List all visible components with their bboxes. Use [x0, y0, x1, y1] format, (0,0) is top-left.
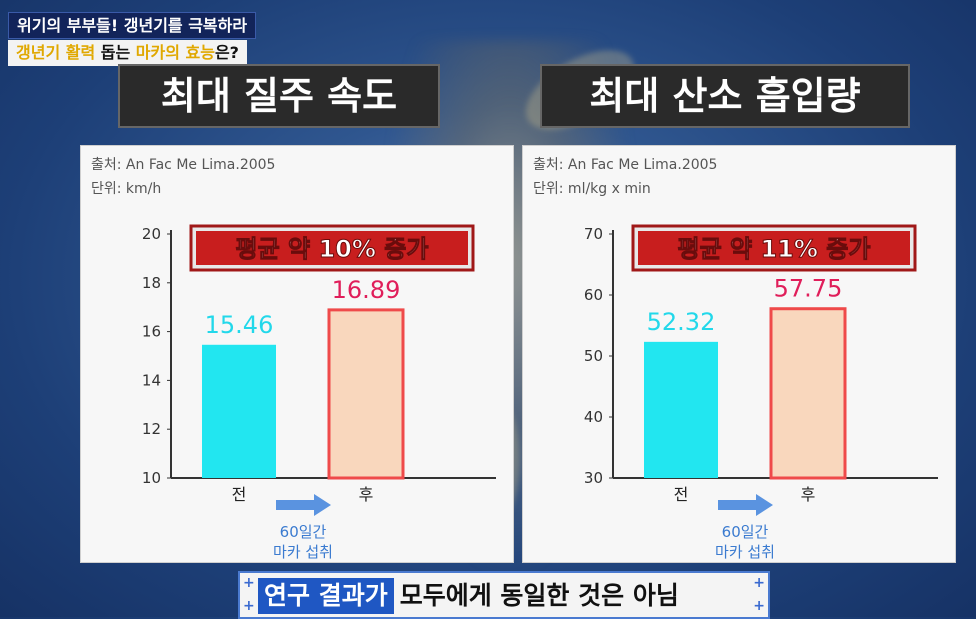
arrow-right-icon: [756, 494, 773, 516]
plus-decoration: +: [243, 598, 255, 614]
y-tick-label: 16: [142, 323, 161, 341]
chart-panel-left: 출처: An Fac Me Lima.2005 단위: km/h 10 12 14 1…: [80, 145, 514, 563]
y-tick-label: 30: [584, 469, 603, 487]
caption-text: 모두에게 동일한 것은 아님: [399, 581, 679, 610]
bar-after: [769, 307, 847, 480]
y-tick-label: 50: [584, 347, 603, 365]
chart-source: 출처: An Fac Me Lima.2005: [91, 157, 276, 173]
bar-value-label: 57.75: [774, 275, 843, 303]
arrow-label-line1: 60일간: [722, 523, 769, 541]
subtitle-highlight-2: 마카의 효능: [135, 43, 215, 62]
chart-svg-left: 10 12 14 16 18 20 15.46 전 16.89 후 평균 약 10% 증가 60일간마…: [142, 224, 496, 561]
arrow-label-line2: 마카 섭취: [715, 543, 775, 561]
y-tick-label: 40: [584, 408, 603, 426]
arrow-shaft: [718, 500, 756, 510]
show-subtitle: 갱년기 활력 돕는 마카의 효능은?: [8, 40, 247, 66]
bar-before: [202, 344, 276, 478]
y-tick-label: 70: [584, 225, 603, 243]
plus-decoration: +: [243, 575, 255, 591]
subtitle-highlight-1: 갱년기 활력: [16, 43, 96, 62]
bar-before: [644, 341, 718, 478]
y-tick-label: 60: [584, 286, 603, 304]
arrow-shaft: [276, 500, 314, 510]
chart-unit: 단위: ml/kg x min: [533, 181, 651, 197]
increase-badge-fill: [638, 231, 910, 265]
y-tick-label: 20: [142, 225, 161, 243]
arrow-label-line2: 마카 섭취: [273, 543, 333, 561]
arrow-label-line1: 60일간: [280, 523, 327, 541]
show-title: 위기의 부부들! 갱년기를 극복하라: [8, 12, 257, 39]
chart-panel-right: 출처: An Fac Me Lima.2005 단위: ml/kg x min …: [522, 145, 956, 563]
bar-value-label: 15.46: [205, 311, 274, 339]
x-category-label: 후: [801, 485, 816, 504]
increase-badge-fill: [196, 231, 468, 265]
y-tick-label: 18: [142, 274, 161, 292]
chart-unit: 단위: km/h: [91, 181, 162, 197]
chart-svg-right: 30 40 50 60 70 52.32 전 57.75 후 평균 약 11% 증가 60일간마카 …: [584, 224, 938, 561]
x-category-label: 후: [359, 485, 374, 504]
increase-badge-text: 평균 약 11% 증가: [678, 235, 871, 263]
bar-after: [327, 308, 405, 480]
x-category-label: 전: [674, 485, 689, 504]
chart-heading-right: 최대 산소 흡입량: [540, 64, 910, 128]
plus-decoration: +: [753, 598, 765, 614]
bar-value-label: 16.89: [332, 276, 401, 304]
arrow-right-icon: [314, 494, 331, 516]
caption-highlight: 연구 결과가: [258, 578, 394, 614]
y-tick-label: 10: [142, 469, 161, 487]
subtitle-caption: + + + + 연구 결과가 모두에게 동일한 것은 아님: [238, 571, 770, 619]
chart-source: 출처: An Fac Me Lima.2005: [533, 157, 718, 173]
y-tick-label: 12: [142, 420, 161, 438]
increase-badge-text: 평균 약 10% 증가: [236, 235, 429, 263]
subtitle-text-2: 은?: [214, 43, 239, 62]
x-category-label: 전: [232, 485, 247, 504]
subtitle-text-1: 돕는: [95, 43, 136, 62]
bar-value-label: 52.32: [647, 308, 716, 336]
y-tick-label: 14: [142, 371, 161, 389]
plus-decoration: +: [753, 575, 765, 591]
chart-heading-left: 최대 질주 속도: [118, 64, 440, 128]
